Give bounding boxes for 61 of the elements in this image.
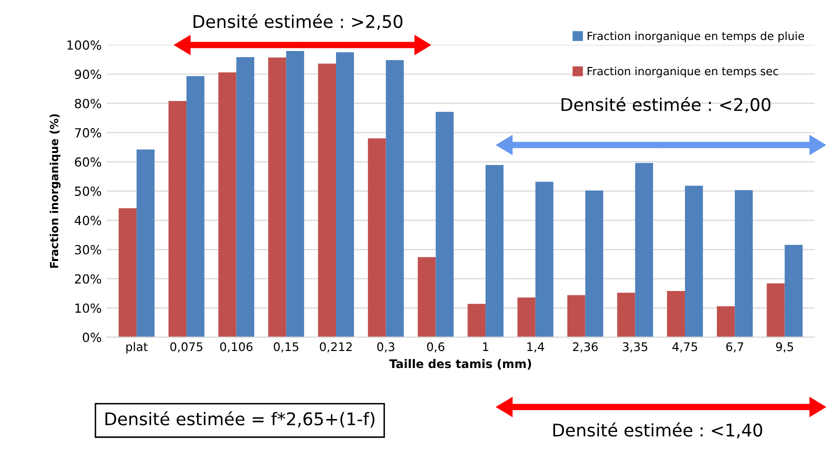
- y-tick-label: 20%: [74, 274, 102, 284]
- y-tick-label: 0%: [82, 332, 102, 342]
- x-tick-label: 0,106: [220, 342, 252, 352]
- x-tick-label: plat: [126, 342, 148, 354]
- y-tick-label: 100%: [67, 40, 102, 50]
- x-tick-label: 1,4: [527, 342, 544, 352]
- x-tick-label: 0,212: [320, 342, 352, 352]
- bar: [667, 291, 685, 338]
- y-tick-label: 70%: [75, 128, 102, 138]
- legend-label: Fraction inorganique en temps de pluie: [588, 32, 804, 42]
- bar: [336, 52, 354, 338]
- x-tick-label: 9,5: [776, 342, 794, 352]
- bar: [716, 306, 735, 338]
- bar: [186, 76, 204, 338]
- text: Densité estimée = f*2,65+(1-f): [105, 411, 374, 428]
- x-tick-label: 3,35: [622, 342, 648, 352]
- bar: [318, 64, 336, 338]
- x-axis-title: Taille des tamis (mm): [389, 359, 532, 370]
- annotation: Densité estimée : <2,00: [562, 97, 770, 113]
- bar: [784, 244, 803, 338]
- bar: [136, 150, 155, 338]
- y-tick-label: 50%: [75, 186, 102, 196]
- bar: [118, 208, 137, 338]
- x-tick-label: 6,7: [726, 342, 744, 352]
- bar: [168, 101, 186, 338]
- x-tick-label: 4,75: [672, 342, 698, 352]
- y-tick-label: 30%: [74, 244, 102, 254]
- x-tick-label: 0,075: [170, 342, 202, 352]
- legend-label: Fraction inorganique en temps sec: [588, 66, 778, 78]
- x-tick-label: 0,3: [377, 342, 394, 352]
- bar: [617, 292, 636, 338]
- bar: [535, 182, 554, 338]
- bar: [585, 190, 604, 338]
- bar: [766, 283, 785, 338]
- y-tick-label: 10%: [75, 303, 102, 313]
- bar: [386, 60, 404, 338]
- bar: [268, 57, 286, 338]
- text: Densité estimée : <1,40: [553, 422, 762, 438]
- bar: [486, 165, 504, 338]
- x-tick-label: 0,6: [427, 342, 444, 352]
- bar: [635, 162, 654, 338]
- bar: [436, 112, 454, 338]
- y-tick-label: 90%: [74, 70, 102, 80]
- x-tick-label: 1: [483, 342, 488, 352]
- y-tick-label: 40%: [74, 216, 102, 226]
- text: Densité estimée : >2,50: [194, 14, 402, 30]
- bar: [567, 295, 586, 338]
- y-tick-label: 60%: [74, 157, 102, 167]
- x-tick-label: 2,36: [572, 342, 598, 352]
- bar: [418, 257, 436, 338]
- y-tick-label: 80%: [74, 98, 102, 108]
- y-axis-title: Fraction inorganique (%): [50, 114, 61, 268]
- bar: [368, 138, 386, 338]
- bar: [468, 304, 486, 338]
- bar: [236, 57, 254, 338]
- bar: [218, 72, 236, 338]
- bar: [286, 51, 304, 338]
- bar: [517, 297, 536, 338]
- bar: [684, 186, 703, 338]
- x-tick-label: 0,15: [274, 342, 298, 352]
- bar: [734, 190, 753, 338]
